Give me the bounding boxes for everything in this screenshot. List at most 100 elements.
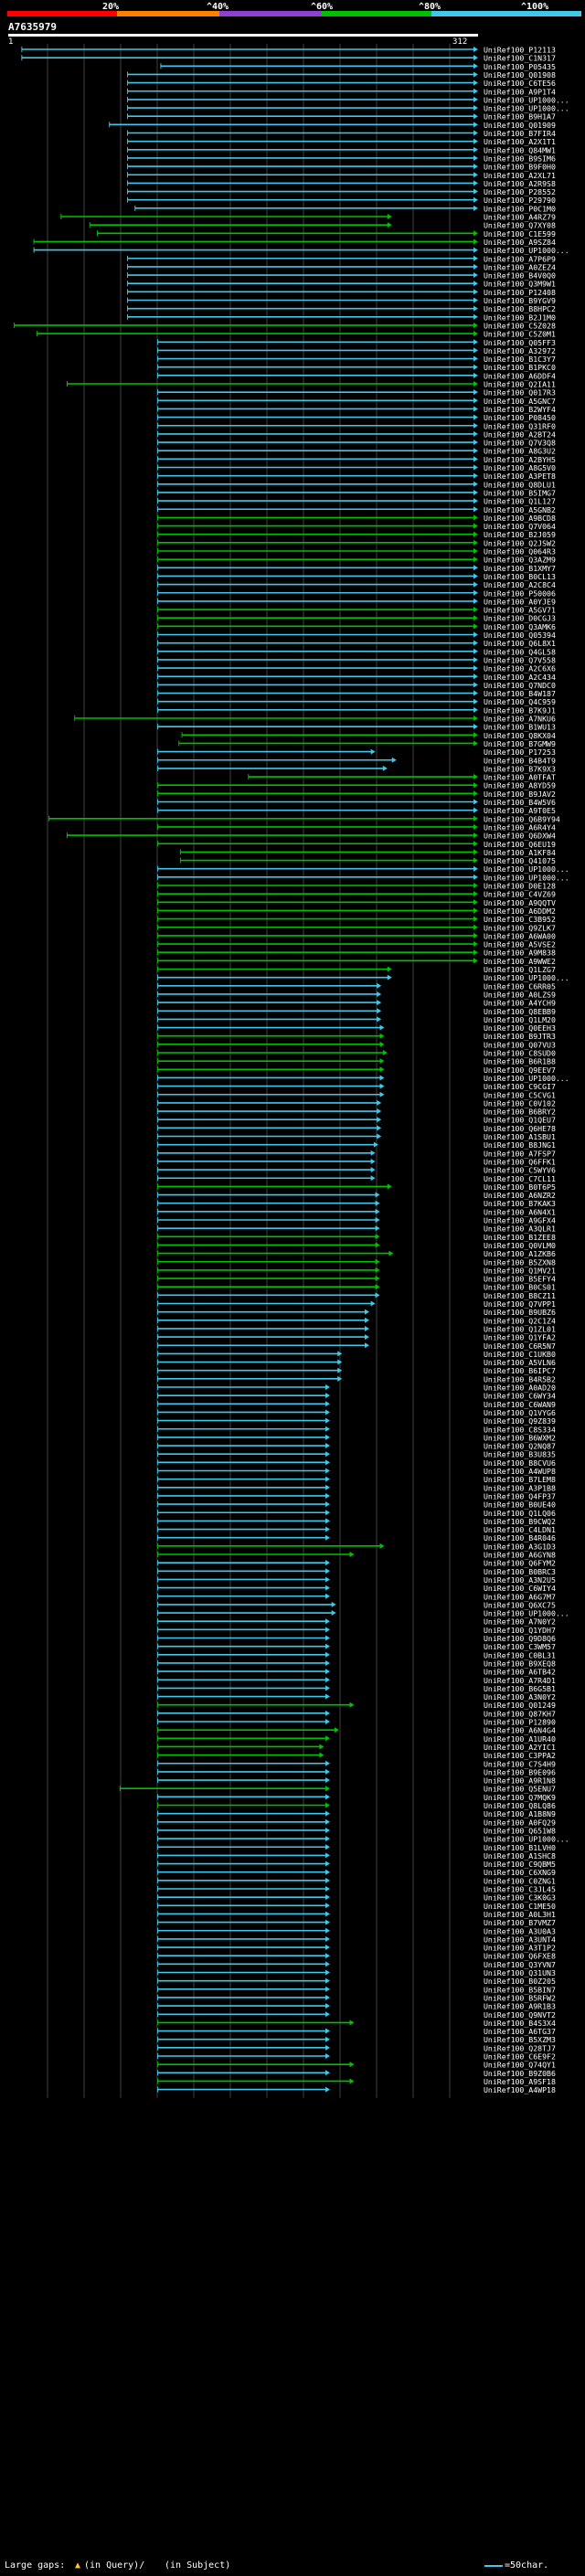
hit-row[interactable]: UniRef100_C1UKB0 (157, 1350, 556, 1359)
hit-row[interactable]: UniRef100_C5CVG1 (157, 1090, 556, 1099)
hit-row[interactable]: UniRef100_Q74QY1 (157, 2061, 556, 2070)
hit-label[interactable]: UniRef100_UP1000... (484, 246, 569, 255)
hit-row[interactable]: UniRef100_C6E9F2 (157, 2052, 556, 2062)
hit-row[interactable]: UniRef100_P29790 (127, 196, 556, 205)
hit-label[interactable]: UniRef100_Q5ENU7 (484, 1785, 556, 1794)
hit-row[interactable]: UniRef100_A3U0A3 (157, 1926, 556, 1935)
hit-row[interactable]: UniRef100_B9H1A7 (127, 112, 556, 122)
hit-label[interactable]: UniRef100_Q7VPP1 (484, 1299, 556, 1309)
hit-row[interactable]: UniRef100_Q3AZM9 (157, 556, 556, 565)
hit-label[interactable]: UniRef100_C7CL11 (484, 1174, 556, 1183)
hit-row[interactable]: UniRef100_A7P6P9 (127, 254, 556, 263)
hit-label[interactable]: UniRef100_A6TG37 (484, 2027, 556, 2036)
hit-label[interactable]: UniRef100_Q87KH7 (484, 1709, 556, 1718)
hit-label[interactable]: UniRef100_B7K9X3 (484, 764, 556, 773)
hit-row[interactable]: UniRef100_UP1000... (157, 864, 569, 874)
hit-label[interactable]: UniRef100_C9CGI7 (484, 1082, 556, 1091)
hit-row[interactable]: UniRef100_A0YJE9 (157, 597, 556, 606)
hit-label[interactable]: UniRef100_A8G3U2 (484, 447, 556, 456)
hit-row[interactable]: UniRef100_A0ZEZ4 (127, 262, 556, 271)
hit-label[interactable]: UniRef100_B6R1B8 (484, 1057, 556, 1066)
hit-row[interactable]: UniRef100_A1SHC8 (157, 1851, 556, 1860)
hit-row[interactable]: UniRef100_C7S4H9 (157, 1759, 556, 1768)
hit-row[interactable]: UniRef100_A9SF18 (157, 2077, 556, 2086)
hit-row[interactable]: UniRef100_A5GV71 (157, 606, 556, 615)
hit-label[interactable]: UniRef100_B5EFY4 (484, 1275, 556, 1284)
hit-label[interactable]: UniRef100_Q6DXW4 (484, 832, 556, 841)
hit-row[interactable]: UniRef100_Q0EEH3 (157, 1023, 556, 1033)
hit-label[interactable]: UniRef100_B6G5B1 (484, 1684, 556, 1693)
hit-label[interactable]: UniRef100_UP1000... (484, 1835, 569, 1844)
hit-label[interactable]: UniRef100_A6N4G4 (484, 1726, 556, 1735)
hit-label[interactable]: UniRef100_C3JL45 (484, 1885, 556, 1894)
hit-label[interactable]: UniRef100_B1ZEE8 (484, 1233, 556, 1242)
hit-label[interactable]: UniRef100_B8HPC2 (484, 304, 556, 313)
hit-label[interactable]: UniRef100_C3K0G3 (484, 1893, 556, 1903)
hit-row[interactable]: UniRef100_B5EFY4 (157, 1275, 556, 1284)
hit-label[interactable]: UniRef100_C5WYV6 (484, 1166, 556, 1175)
hit-row[interactable]: UniRef100_Q9D8Q6 (157, 1634, 556, 1643)
hit-label[interactable]: UniRef100_C8S334 (484, 1425, 556, 1434)
hit-row[interactable]: UniRef100_Q1L127 (157, 497, 556, 506)
hit-label[interactable]: UniRef100_A2X1T1 (484, 137, 556, 146)
hit-row[interactable]: UniRef100_Q31UN3 (157, 1968, 556, 1977)
hit-row[interactable]: UniRef100_A6R4Y4 (157, 822, 556, 832)
hit-label[interactable]: UniRef100_Q31UN3 (484, 1968, 556, 1977)
hit-row[interactable]: UniRef100_Q01249 (157, 1701, 556, 1710)
hit-row[interactable]: UniRef100_A6N4G4 (157, 1726, 556, 1735)
hit-label[interactable]: UniRef100_B9E096 (484, 1767, 556, 1776)
hit-row[interactable]: UniRef100_B1XMY7 (157, 564, 556, 573)
hit-row[interactable]: UniRef100_P12408 (127, 288, 556, 297)
hit-row[interactable]: UniRef100_Q9ZLK7 (157, 923, 556, 932)
hit-row[interactable]: UniRef100_B5BIN7 (157, 1985, 556, 1994)
hit-row[interactable]: UniRef100_Q87KH7 (157, 1709, 556, 1718)
hit-label[interactable]: UniRef100_A0YJE9 (484, 597, 556, 606)
hit-label[interactable]: UniRef100_Q1YDH7 (484, 1626, 556, 1635)
hit-row[interactable]: UniRef100_A9R1B3 (157, 2002, 556, 2011)
hit-row[interactable]: UniRef100_B7K9X3 (157, 764, 556, 773)
hit-row[interactable]: UniRef100_Q1LZG7 (157, 965, 556, 974)
hit-label[interactable]: UniRef100_Q6FFK1 (484, 1157, 556, 1166)
hit-label[interactable]: UniRef100_B7K9J1 (484, 705, 556, 715)
hit-label[interactable]: UniRef100_C0BL31 (484, 1650, 556, 1659)
hit-row[interactable]: UniRef100_B9UBZ6 (157, 1308, 556, 1317)
hit-label[interactable]: UniRef100_B9Z0B6 (484, 2069, 556, 2078)
hit-label[interactable]: UniRef100_C1UKB0 (484, 1350, 556, 1359)
hit-row[interactable]: UniRef100_Q1YDH7 (157, 1626, 556, 1635)
hit-row[interactable]: UniRef100_C7CL11 (157, 1174, 556, 1183)
hit-row[interactable]: UniRef100_A7FSP7 (157, 1149, 556, 1158)
hit-row[interactable]: UniRef100_UP1000... (157, 1074, 569, 1083)
hit-row[interactable]: UniRef100_Q01908 (127, 70, 556, 80)
hit-row[interactable]: UniRef100_Q2JSW2 (157, 538, 556, 547)
hit-row[interactable]: UniRef100_A5VLN6 (157, 1358, 556, 1367)
hit-row[interactable]: UniRef100_A1ZKB6 (157, 1249, 556, 1258)
hit-row[interactable]: UniRef100_B6BRY2 (157, 1108, 556, 1117)
hit-label[interactable]: UniRef100_B0Z205 (484, 1977, 556, 1986)
hit-label[interactable]: UniRef100_A9R1N8 (484, 1776, 556, 1786)
hit-row[interactable]: UniRef100_A9T0E5 (157, 806, 556, 815)
hit-row[interactable]: UniRef100_B3U835 (157, 1450, 556, 1459)
hit-label[interactable]: UniRef100_A1ZKB6 (484, 1249, 556, 1258)
hit-row[interactable]: UniRef100_A1SBU1 (157, 1132, 556, 1141)
hit-label[interactable]: UniRef100_B0UE40 (484, 1500, 556, 1510)
hit-row[interactable]: UniRef100_Q4FP37 (157, 1491, 556, 1500)
hit-label[interactable]: UniRef100_Q84MW1 (484, 145, 556, 154)
hit-row[interactable]: UniRef100_Q017R3 (157, 388, 556, 398)
hit-row[interactable]: UniRef100_B5XZM3 (157, 2035, 556, 2044)
hit-row[interactable]: UniRef100_B0CS01 (157, 1283, 556, 1292)
hit-label[interactable]: UniRef100_A3T1P2 (484, 1944, 556, 1953)
hit-row[interactable]: UniRef100_A0AD20 (157, 1383, 556, 1393)
hit-row[interactable]: UniRef100_Q84MW1 (127, 145, 556, 154)
hit-row[interactable]: UniRef100_Q7XY08 (89, 221, 556, 230)
hit-row[interactable]: UniRef100_B9E096 (157, 1767, 556, 1776)
hit-label[interactable]: UniRef100_A0AD20 (484, 1383, 556, 1393)
hit-row[interactable]: UniRef100_A1KF84 (179, 848, 556, 857)
hit-row[interactable]: UniRef100_Q7V064 (157, 522, 556, 531)
hit-row[interactable]: UniRef100_A2C8C4 (157, 580, 556, 589)
hit-label[interactable]: UniRef100_Q07VU3 (484, 1040, 556, 1049)
hit-label[interactable]: UniRef100_B4V0Q0 (484, 271, 556, 281)
hit-label[interactable]: UniRef100_B9JAV2 (484, 790, 556, 799)
hit-row[interactable]: UniRef100_A3QLR1 (157, 1224, 556, 1234)
hit-row[interactable]: UniRef100_A8G3U2 (157, 447, 556, 456)
hit-label[interactable]: UniRef100_A5GV71 (484, 606, 556, 615)
